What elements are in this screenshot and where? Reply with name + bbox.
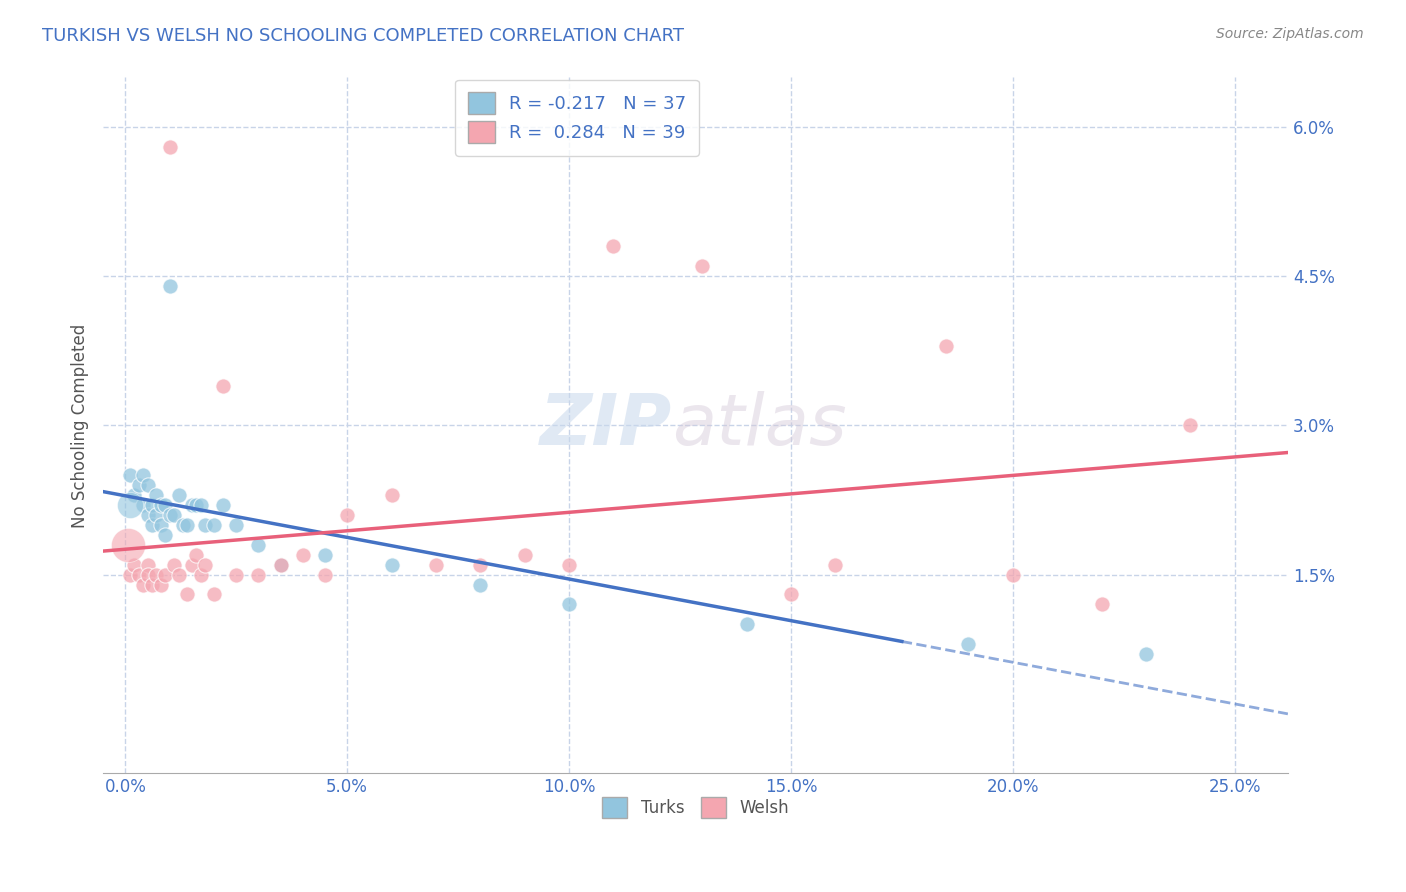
- Point: [225, 567, 247, 582]
- Point: [149, 517, 172, 532]
- Point: [163, 508, 186, 522]
- Point: [425, 558, 447, 572]
- Point: [136, 508, 159, 522]
- Point: [602, 239, 624, 253]
- Point: [690, 260, 713, 274]
- Point: [176, 587, 198, 601]
- Point: [824, 558, 846, 572]
- Point: [190, 498, 212, 512]
- Point: [558, 598, 581, 612]
- Point: [145, 488, 167, 502]
- Point: [180, 498, 202, 512]
- Point: [1180, 418, 1202, 433]
- Point: [1001, 567, 1024, 582]
- Point: [314, 548, 336, 562]
- Point: [128, 567, 150, 582]
- Point: [159, 279, 181, 293]
- Point: [194, 558, 217, 572]
- Point: [194, 517, 217, 532]
- Point: [118, 468, 141, 483]
- Point: [132, 468, 155, 483]
- Point: [935, 339, 957, 353]
- Point: [212, 378, 235, 392]
- Point: [145, 567, 167, 582]
- Point: [186, 498, 208, 512]
- Point: [149, 498, 172, 512]
- Text: ZIP: ZIP: [540, 391, 672, 460]
- Point: [190, 567, 212, 582]
- Point: [145, 508, 167, 522]
- Point: [159, 508, 181, 522]
- Point: [122, 558, 145, 572]
- Point: [163, 558, 186, 572]
- Point: [380, 558, 402, 572]
- Point: [136, 558, 159, 572]
- Point: [155, 528, 177, 542]
- Point: [149, 577, 172, 591]
- Point: [558, 558, 581, 572]
- Point: [186, 548, 208, 562]
- Point: [141, 577, 163, 591]
- Point: [513, 548, 536, 562]
- Point: [780, 587, 803, 601]
- Point: [1090, 598, 1112, 612]
- Point: [270, 558, 292, 572]
- Point: [132, 577, 155, 591]
- Text: Source: ZipAtlas.com: Source: ZipAtlas.com: [1216, 27, 1364, 41]
- Point: [1135, 647, 1157, 661]
- Point: [336, 508, 359, 522]
- Point: [212, 498, 235, 512]
- Point: [155, 567, 177, 582]
- Point: [117, 538, 139, 552]
- Point: [180, 558, 202, 572]
- Point: [141, 498, 163, 512]
- Point: [155, 498, 177, 512]
- Point: [470, 577, 492, 591]
- Point: [128, 478, 150, 492]
- Point: [118, 498, 141, 512]
- Point: [136, 478, 159, 492]
- Point: [159, 140, 181, 154]
- Point: [247, 567, 270, 582]
- Point: [314, 567, 336, 582]
- Point: [225, 517, 247, 532]
- Point: [470, 558, 492, 572]
- Point: [136, 567, 159, 582]
- Point: [270, 558, 292, 572]
- Point: [291, 548, 314, 562]
- Point: [122, 488, 145, 502]
- Point: [172, 517, 194, 532]
- Text: TURKISH VS WELSH NO SCHOOLING COMPLETED CORRELATION CHART: TURKISH VS WELSH NO SCHOOLING COMPLETED …: [42, 27, 685, 45]
- Point: [202, 587, 225, 601]
- Point: [202, 517, 225, 532]
- Point: [957, 637, 980, 651]
- Point: [141, 517, 163, 532]
- Point: [167, 488, 190, 502]
- Point: [167, 567, 190, 582]
- Legend: Turks, Welsh: Turks, Welsh: [596, 790, 796, 824]
- Y-axis label: No Schooling Completed: No Schooling Completed: [72, 323, 89, 527]
- Point: [118, 567, 141, 582]
- Point: [132, 498, 155, 512]
- Point: [735, 617, 758, 632]
- Point: [247, 538, 270, 552]
- Text: atlas: atlas: [672, 391, 846, 460]
- Point: [380, 488, 402, 502]
- Point: [176, 517, 198, 532]
